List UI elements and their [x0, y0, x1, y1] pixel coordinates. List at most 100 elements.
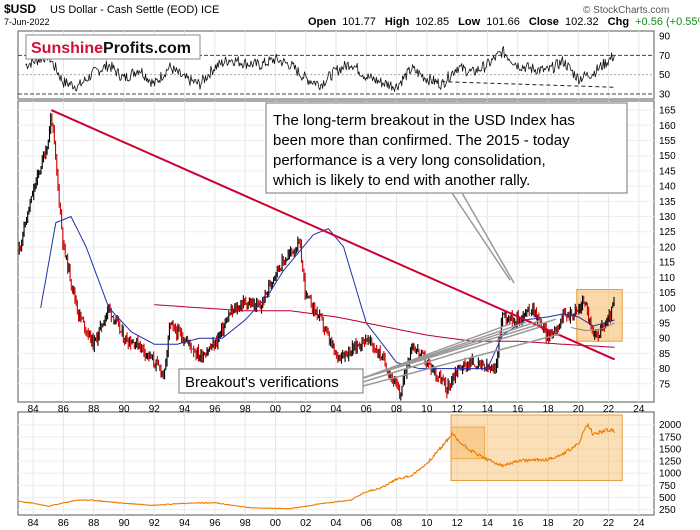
high-value: 102.85: [415, 16, 449, 28]
verification-callout-text: Breakout's verifications: [185, 374, 339, 391]
x-tick-label: 86: [58, 518, 70, 529]
gold-y-tick-label: 1750: [659, 432, 682, 443]
rsi-y-tick-label: 70: [659, 51, 671, 62]
chg-value: +0.56 (+0.55%): [635, 16, 700, 28]
x-tick-label: 18: [542, 404, 554, 415]
main-callout-box: [265, 102, 628, 194]
x-tick-label: 98: [240, 518, 252, 529]
rsi-y-tick-label: 90: [659, 32, 671, 43]
low-value: 101.66: [486, 16, 520, 28]
ma-gray-line: [570, 322, 615, 332]
close-label: Close: [529, 16, 559, 28]
x-tick-label: 08: [391, 518, 403, 529]
x-tick-label: 92: [149, 404, 161, 415]
callout-layer: The long-term breakout in the USD Index …: [178, 102, 628, 394]
price-y-tick-label: 110: [659, 273, 675, 284]
x-tick-label: 90: [118, 518, 130, 529]
x-tick-label: 04: [330, 518, 342, 529]
gold-y-tick-label: 1250: [659, 457, 682, 468]
main-callout-arrow: [451, 192, 511, 281]
x-tick-label: 12: [452, 518, 464, 529]
rsi-y-tick-label: 30: [659, 90, 671, 101]
high-label: High: [385, 16, 410, 28]
x-tick-label: 20: [573, 518, 585, 529]
verification-arrow: [362, 326, 541, 383]
rsi-support-line: [434, 80, 615, 88]
x-tick-label: 00: [270, 404, 282, 415]
x-tick-label: 10: [421, 404, 433, 415]
gold-y-tick-label: 250: [659, 505, 676, 516]
price-y-tick-label: 120: [659, 242, 676, 253]
price-highlight-box: [576, 289, 623, 342]
x-tick-label: 24: [633, 518, 645, 529]
symbol-text: $USD: [4, 2, 36, 16]
x-tick-label: 22: [603, 518, 615, 529]
chart-date: 7-Jun-2022: [4, 17, 50, 27]
x-tick-label: 98: [240, 404, 252, 415]
x-tick-label: 14: [482, 404, 494, 415]
x-tick-label: 08: [391, 404, 403, 415]
rsi-y-tick-label: 50: [659, 70, 671, 81]
x-tick-label: 10: [421, 518, 433, 529]
rsi-layer: [25, 46, 615, 92]
instrument-name: US Dollar - Cash Settle (EOD) ICE: [50, 4, 219, 16]
x-tick-label: 04: [330, 404, 342, 415]
gold-highlight-box: [450, 426, 485, 460]
tick-layer: 84 84 86 86 88 88 90 90 92 92 94 94 96 96 98 98 00 00 02 02…: [28, 32, 682, 530]
x-tick-label: 24: [633, 404, 645, 415]
gold-y-tick-label: 1500: [659, 444, 682, 455]
ohlc-readout: Open 101.77 High 102.85 Low 101.66 Close…: [308, 16, 700, 28]
x-tick-label: 02: [300, 518, 312, 529]
price-y-tick-label: 100: [659, 303, 676, 314]
price-y-tick-label: 145: [659, 166, 676, 177]
x-tick-label: 96: [209, 518, 221, 529]
low-label: Low: [458, 16, 480, 28]
open-label: Open: [308, 16, 336, 28]
x-tick-label: 90: [118, 404, 130, 415]
x-tick-label: 06: [361, 404, 373, 415]
x-tick-label: 86: [58, 404, 70, 415]
x-tick-label: 16: [512, 518, 524, 529]
x-tick-label: 14: [482, 518, 494, 529]
price-y-tick-label: 105: [659, 288, 676, 299]
x-tick-label: 88: [88, 404, 100, 415]
chg-label: Chg: [608, 16, 629, 28]
ma-long-line: [154, 304, 615, 348]
gold-y-tick-label: 750: [659, 481, 676, 492]
x-tick-label: 84: [28, 404, 40, 415]
price-y-tick-label: 160: [659, 121, 676, 132]
x-tick-label: 96: [209, 404, 221, 415]
main-callout-line1: The long-term breakout in the USD Index …: [273, 112, 575, 129]
price-y-tick-label: 80: [659, 364, 671, 375]
x-tick-label: 22: [603, 404, 615, 415]
price-y-tick-label: 155: [659, 136, 676, 147]
price-y-tick-label: 130: [659, 212, 676, 223]
x-tick-label: 20: [573, 404, 585, 415]
verification-arrow: [362, 318, 557, 379]
close-value: 102.32: [565, 16, 599, 28]
main-callout-arrow: [461, 192, 515, 284]
x-tick-label: 00: [270, 518, 282, 529]
x-tick-label: 94: [179, 518, 191, 529]
main-callout-line2: been more than confirmed. The 2015 - tod…: [273, 132, 570, 149]
price-y-tick-label: 140: [659, 182, 676, 193]
logo: SunshineProfits.com: [31, 40, 191, 57]
gold-y-tick-label: 2000: [659, 420, 682, 431]
price-y-tick-label: 135: [659, 197, 676, 208]
gold-y-tick-label: 1000: [659, 469, 682, 480]
gold-y-tick-label: 500: [659, 493, 676, 504]
main-callout-line3: performance is a very long consolidation…: [273, 152, 546, 169]
price-y-tick-label: 125: [659, 227, 676, 238]
price-y-tick-label: 150: [659, 151, 676, 162]
source-watermark: © StockCharts.com: [583, 5, 669, 16]
price-y-tick-label: 85: [659, 349, 671, 360]
long-term-trendline: [50, 109, 616, 361]
rsi-line: [25, 46, 615, 92]
verification-callout-box: [178, 368, 364, 394]
x-tick-label: 12: [452, 404, 464, 415]
price-y-tick-label: 75: [659, 379, 671, 390]
x-tick-label: 16: [512, 404, 524, 415]
gold-price-line: [17, 423, 616, 510]
logo-part1: Sunshine: [31, 40, 103, 57]
